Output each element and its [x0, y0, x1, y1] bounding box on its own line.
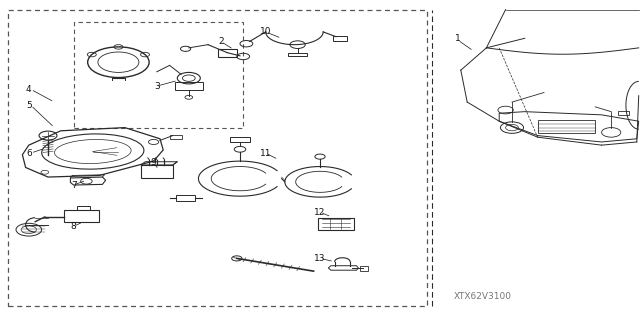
Text: 9: 9 [151, 158, 156, 167]
Text: 5: 5 [26, 101, 31, 110]
Bar [77, 206, 90, 210]
Bar [288, 53, 307, 56]
Bar [333, 36, 347, 41]
Circle shape [232, 256, 242, 261]
Bar [175, 82, 203, 90]
Bar [64, 210, 99, 222]
Text: 13: 13 [314, 254, 326, 263]
Text: 11: 11 [260, 149, 271, 158]
Text: 7: 7 [71, 181, 76, 189]
Bar [230, 137, 250, 142]
Bar [218, 49, 237, 57]
Bar [618, 111, 629, 115]
Bar [8, 10, 427, 306]
Bar [176, 195, 195, 201]
Bar [74, 22, 243, 128]
Text: 1: 1 [455, 34, 460, 43]
Bar [318, 218, 354, 230]
Bar [170, 135, 182, 139]
Text: 4: 4 [26, 85, 31, 94]
Text: 6: 6 [26, 149, 31, 158]
Bar [538, 120, 595, 133]
Text: 2: 2 [218, 37, 223, 46]
Text: 8: 8 [71, 222, 76, 231]
Text: 12: 12 [314, 208, 326, 217]
Bar [141, 165, 173, 178]
Text: 10: 10 [260, 27, 271, 36]
Text: XTX62V3100: XTX62V3100 [454, 292, 512, 301]
Text: 3: 3 [154, 82, 159, 91]
Bar [360, 266, 368, 271]
